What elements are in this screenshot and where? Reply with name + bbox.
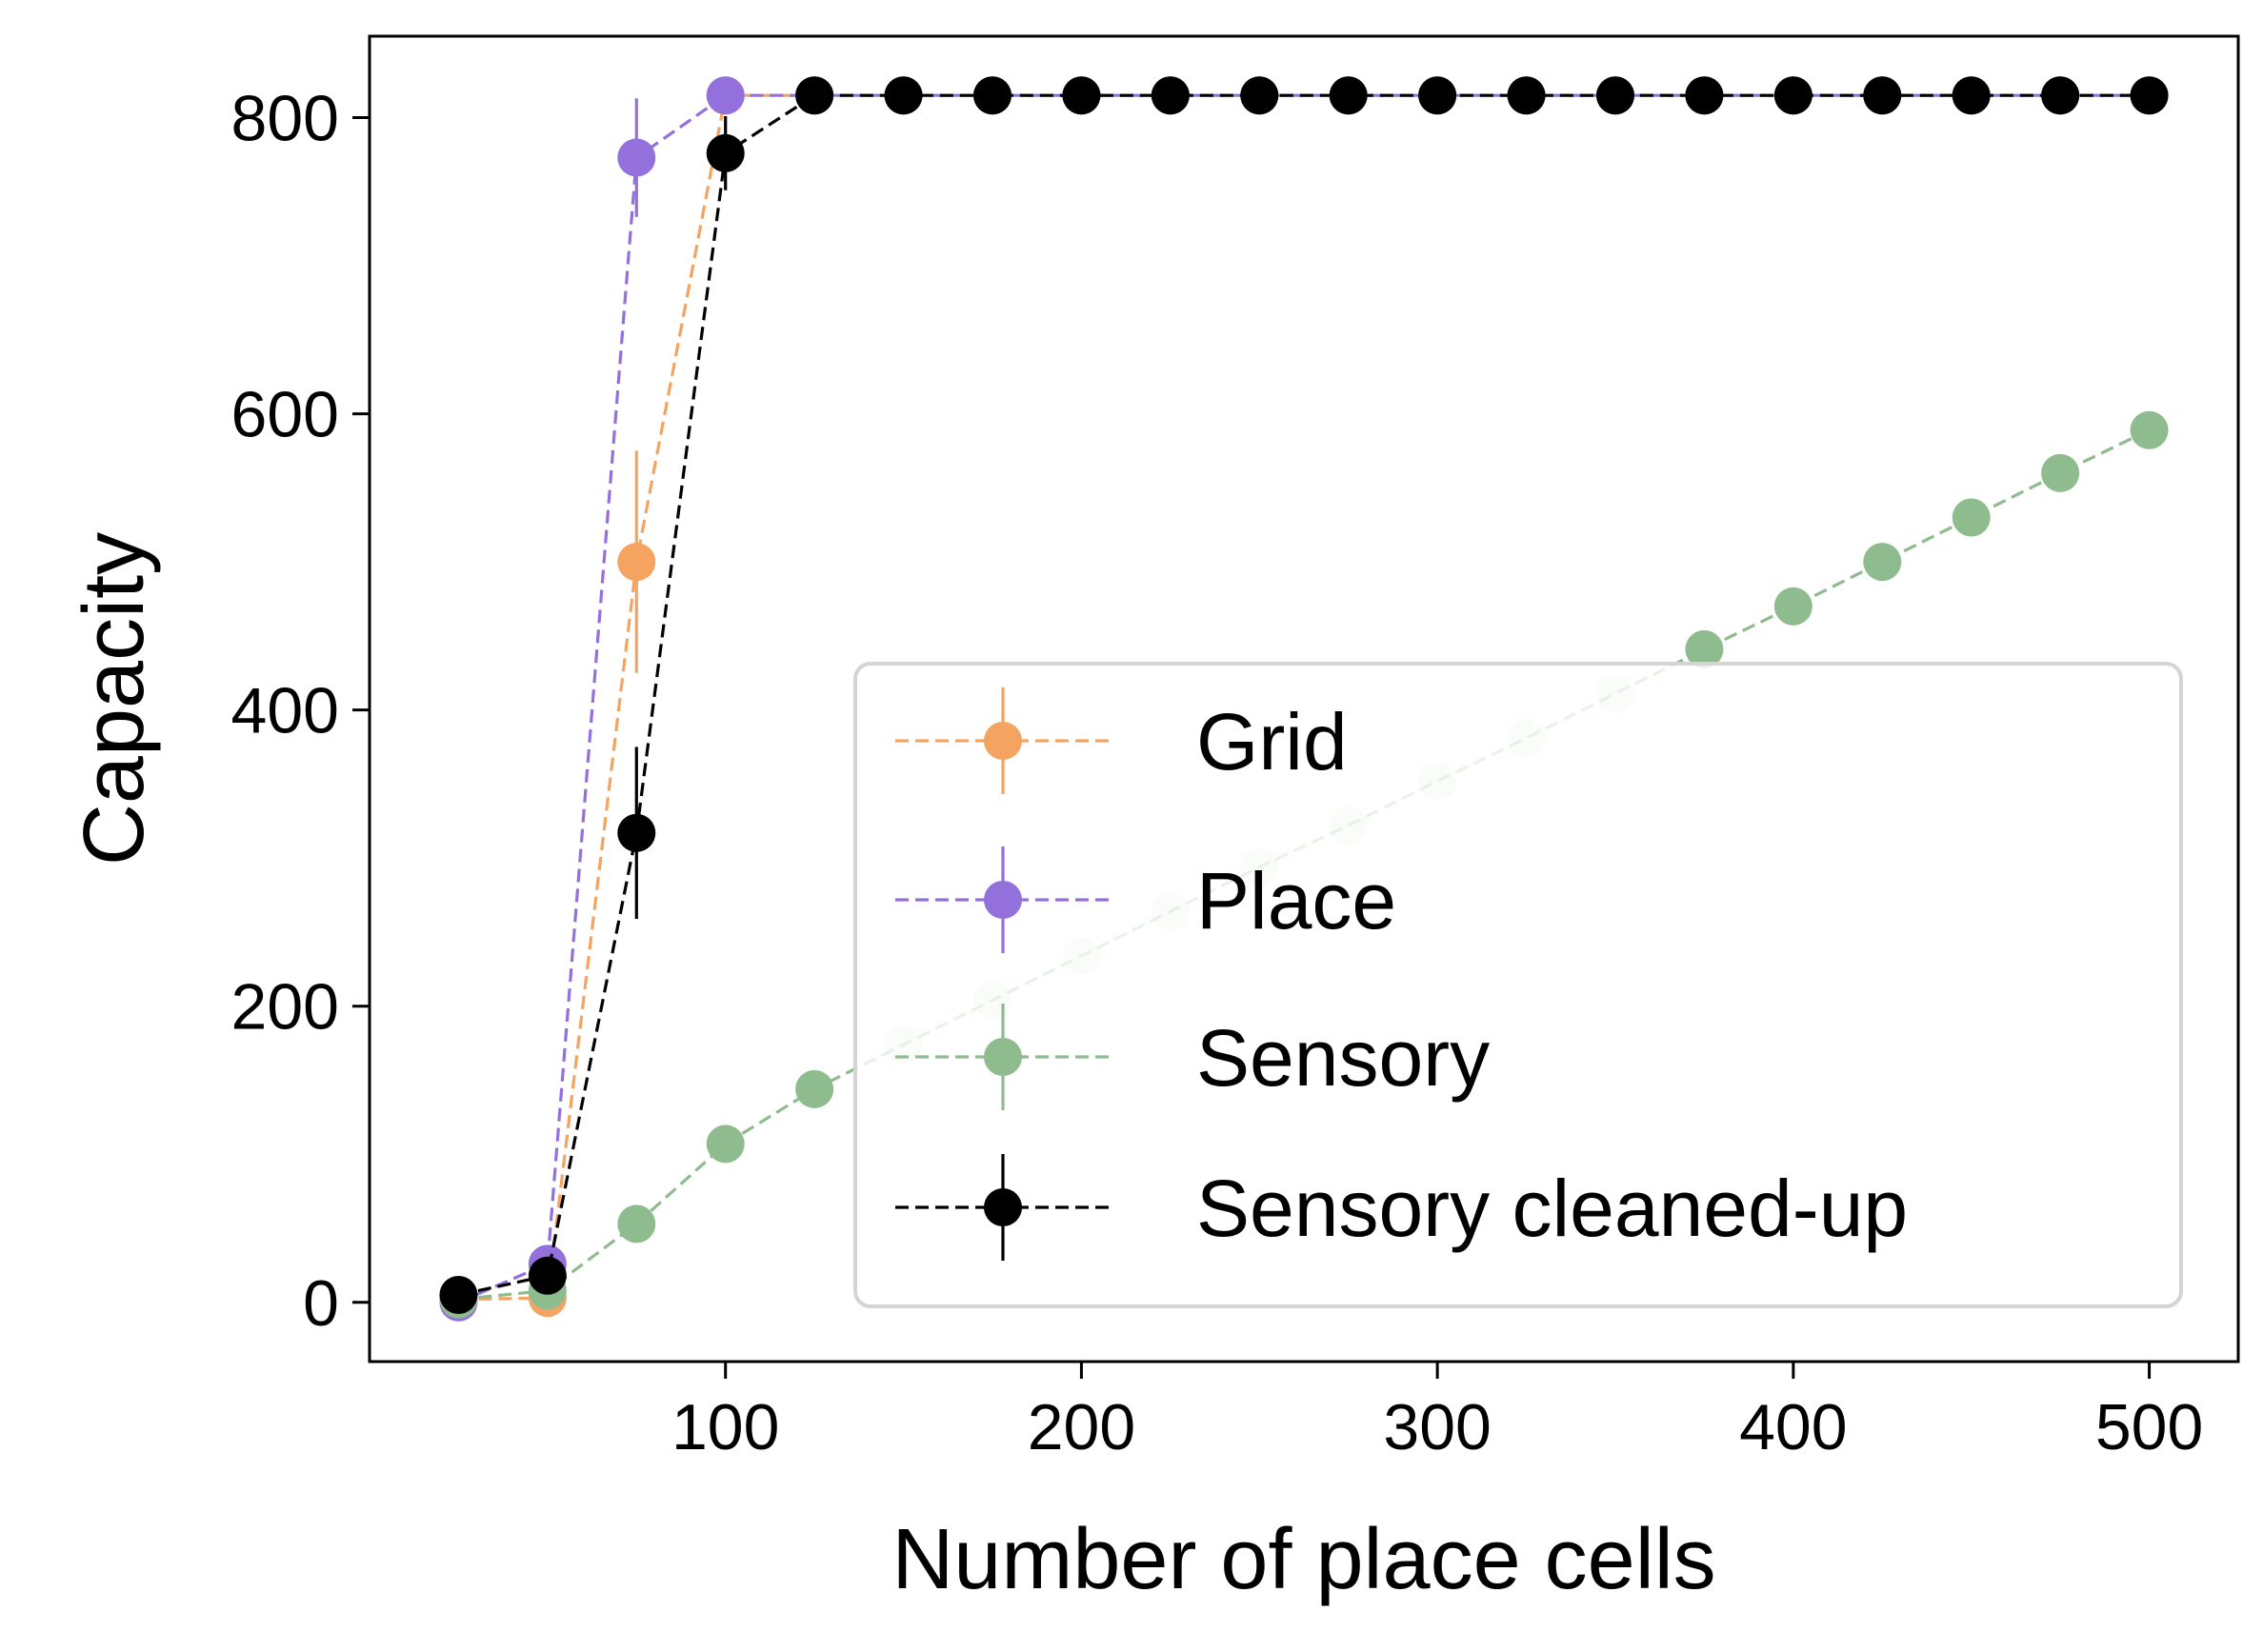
data-point	[1685, 76, 1724, 115]
y-tick-label: 400	[231, 675, 339, 747]
data-point	[439, 1276, 478, 1315]
data-point	[2130, 76, 2169, 115]
legend-entries: Grid Place Sensory Sensory cleaned-up	[895, 687, 1908, 1261]
y-tick-label: 0	[303, 1267, 339, 1340]
y-tick-label: 600	[231, 379, 339, 451]
series-sensory-cleaned-up	[439, 76, 2169, 1315]
legend-box	[853, 662, 2183, 1308]
data-point	[2130, 410, 2169, 449]
data-point	[1773, 76, 1812, 115]
data-point	[617, 543, 656, 582]
data-point	[617, 138, 656, 177]
legend-marker	[984, 1188, 1022, 1226]
data-point	[2041, 453, 2080, 492]
legend-entry-sensory-cleaned-up: Sensory cleaned-up	[895, 1154, 1908, 1261]
data-point	[706, 1125, 745, 1164]
legend-label: Grid	[1196, 697, 1348, 786]
data-point	[2041, 76, 2080, 115]
legend-label: Sensory cleaned-up	[1196, 1164, 1908, 1253]
legend: Grid Place Sensory Sensory cleaned-up	[853, 662, 2183, 1308]
data-point	[1685, 629, 1724, 668]
data-point	[1952, 76, 1991, 115]
plot-frame	[368, 34, 2240, 1363]
data-point	[795, 76, 834, 115]
data-point	[1418, 76, 1457, 115]
data-point	[528, 1256, 567, 1295]
data-point	[617, 1204, 656, 1244]
x-tick-label: 400	[1739, 1391, 1847, 1463]
legend-label: Place	[1196, 856, 1396, 945]
legend-marker	[984, 1038, 1022, 1076]
x-tick-label: 200	[1028, 1391, 1135, 1463]
x-axis-title: Number of place cells	[891, 1512, 1715, 1607]
x-tick-label: 300	[1383, 1391, 1491, 1463]
legend-entry-place: Place	[895, 846, 1396, 953]
y-tick-label: 800	[231, 83, 339, 155]
data-point	[1240, 76, 1279, 115]
y-axis-ticks: 0 200 400 600 800	[231, 83, 370, 1340]
data-point	[1596, 76, 1634, 115]
x-tick-label: 500	[2095, 1391, 2203, 1463]
data-point	[1773, 587, 1812, 626]
y-tick-label: 200	[231, 971, 339, 1044]
data-point	[1863, 76, 1902, 115]
x-tick-label: 100	[671, 1391, 779, 1463]
data-point	[1952, 498, 1991, 537]
legend-label: Sensory	[1196, 1013, 1490, 1103]
data-point	[973, 76, 1011, 115]
data-point	[706, 133, 745, 172]
data-point	[1062, 76, 1101, 115]
data-point	[1329, 76, 1368, 115]
data-point	[1507, 76, 1546, 115]
data-point	[1863, 543, 1902, 582]
x-axis-ticks: 100 200 300 400 500	[671, 1362, 2203, 1463]
legend-marker	[984, 881, 1022, 919]
legend-entry-grid: Grid	[895, 687, 1348, 794]
data-point	[706, 76, 745, 115]
data-point	[1151, 76, 1190, 115]
legend-entry-sensory: Sensory	[895, 1004, 1490, 1110]
y-axis-title: Capacity	[67, 532, 162, 866]
data-point	[884, 76, 923, 115]
data-point	[617, 813, 656, 852]
data-point	[795, 1069, 834, 1108]
legend-marker	[984, 722, 1022, 760]
